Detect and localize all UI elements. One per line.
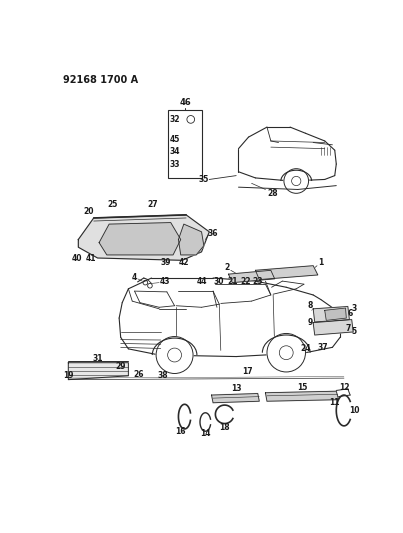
Circle shape [156, 336, 193, 374]
Text: 17: 17 [243, 367, 253, 376]
Text: 25: 25 [108, 199, 118, 208]
Polygon shape [256, 265, 318, 280]
Text: 38: 38 [158, 372, 168, 381]
Polygon shape [78, 215, 209, 260]
Polygon shape [313, 320, 353, 335]
Text: 18: 18 [219, 423, 230, 432]
Text: 15: 15 [297, 383, 307, 392]
Text: 29: 29 [115, 362, 126, 371]
Text: 24: 24 [300, 344, 311, 353]
Polygon shape [179, 224, 204, 255]
Text: 6: 6 [347, 309, 353, 318]
Text: 31: 31 [92, 354, 103, 364]
Text: 27: 27 [148, 199, 158, 208]
Circle shape [284, 168, 309, 193]
Text: 1: 1 [318, 258, 324, 267]
Text: 3: 3 [351, 304, 357, 313]
Polygon shape [99, 223, 181, 255]
Text: 33: 33 [169, 159, 180, 168]
Text: 23: 23 [253, 277, 263, 286]
Circle shape [267, 334, 305, 372]
Text: 5: 5 [351, 327, 357, 336]
Text: 2: 2 [224, 263, 230, 272]
Text: 13: 13 [231, 384, 241, 393]
Text: 19: 19 [63, 372, 74, 381]
Text: 26: 26 [133, 370, 143, 379]
Text: 9: 9 [307, 318, 313, 327]
Polygon shape [325, 308, 346, 320]
Text: 10: 10 [349, 406, 360, 415]
Text: 16: 16 [175, 427, 186, 436]
Text: 32: 32 [169, 115, 180, 124]
Text: 12: 12 [339, 383, 349, 392]
Text: 7: 7 [346, 325, 351, 333]
Text: 46: 46 [179, 98, 191, 107]
Text: 34: 34 [169, 147, 180, 156]
Text: 45: 45 [169, 135, 180, 144]
Text: 44: 44 [196, 277, 207, 286]
Text: 39: 39 [160, 258, 170, 267]
Text: 4: 4 [132, 273, 137, 282]
Text: 21: 21 [227, 277, 238, 286]
Text: 28: 28 [268, 189, 278, 198]
Text: 35: 35 [199, 175, 209, 184]
Text: 37: 37 [317, 343, 328, 352]
Text: 14: 14 [200, 429, 211, 438]
Text: 20: 20 [83, 207, 93, 216]
Text: 8: 8 [307, 301, 313, 310]
Polygon shape [266, 391, 339, 401]
Text: 42: 42 [179, 258, 189, 267]
Text: 22: 22 [240, 277, 251, 286]
Text: 92168 1700 A: 92168 1700 A [63, 75, 138, 85]
Text: 36: 36 [208, 229, 218, 238]
Polygon shape [313, 306, 349, 322]
Text: 43: 43 [160, 277, 170, 286]
Polygon shape [212, 393, 259, 403]
Text: 30: 30 [214, 277, 224, 286]
Text: 40: 40 [72, 254, 82, 263]
Text: 41: 41 [86, 254, 97, 263]
Bar [168, 110, 202, 178]
Polygon shape [229, 270, 275, 282]
Text: 11: 11 [330, 398, 340, 407]
Polygon shape [69, 363, 129, 379]
